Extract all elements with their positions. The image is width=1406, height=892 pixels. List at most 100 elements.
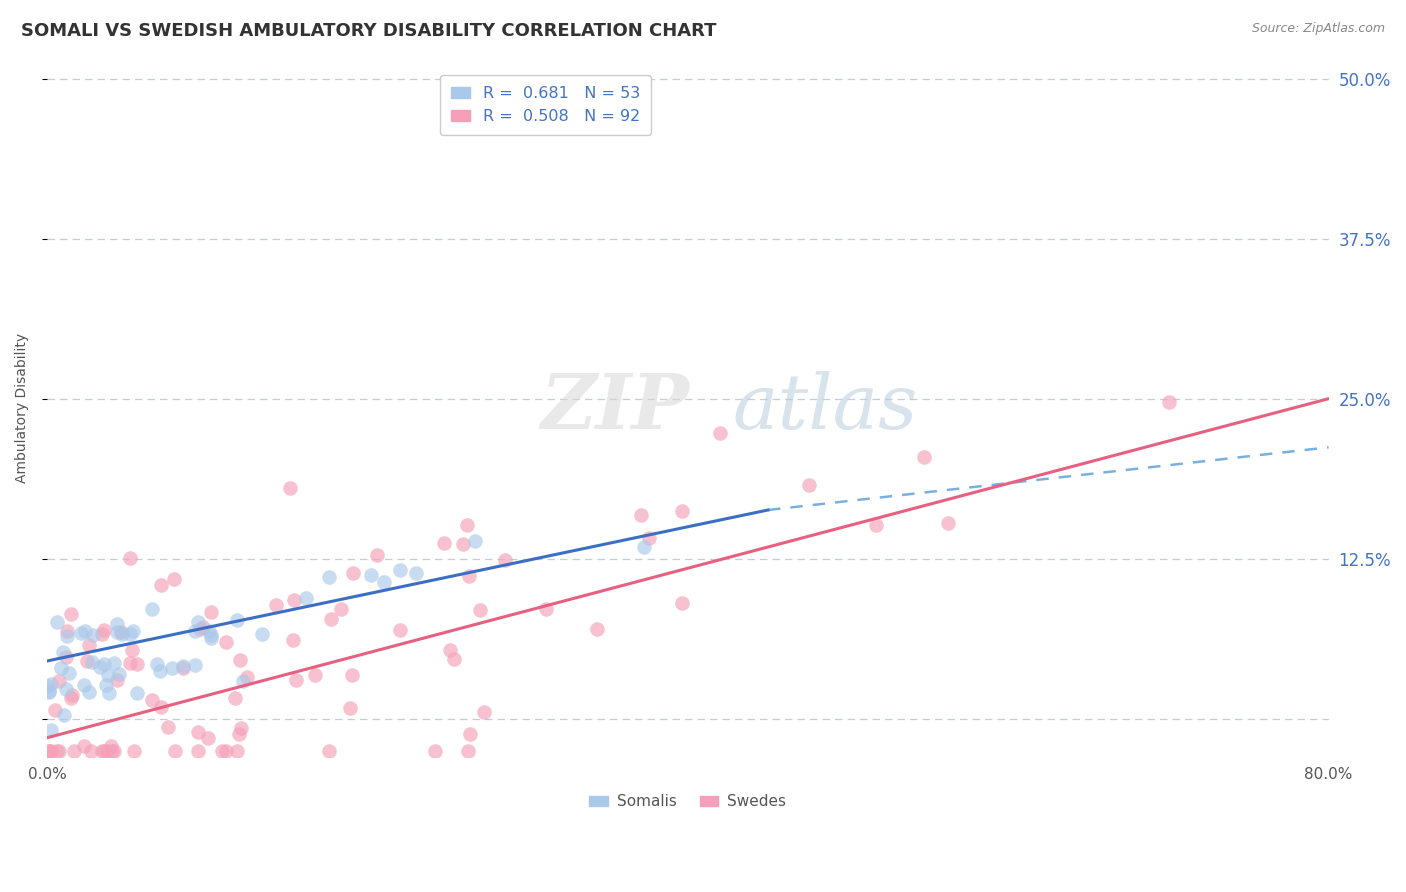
Point [149, 699, 172, 714]
Point [120, 656, 142, 670]
Text: SOMALI VS SWEDISH AMBULATORY DISABILITY CORRELATION CHART: SOMALI VS SWEDISH AMBULATORY DISABILITY … [21, 22, 717, 40]
Point [342, 566, 364, 581]
Point [141, 693, 163, 707]
Point [329, 602, 352, 616]
Point [321, 612, 343, 626]
Point [231, 673, 253, 688]
Point [184, 657, 207, 672]
Point [52, 645, 75, 659]
Legend: Somalis, Swedes: Somalis, Swedes [583, 789, 793, 815]
Point [48, 673, 70, 688]
Point [110, 627, 132, 641]
Point [388, 563, 411, 577]
Point [89, 660, 111, 674]
Point [211, 743, 233, 757]
Point [80, 656, 103, 670]
Point [60, 688, 83, 702]
Point [44, 703, 66, 717]
Point [1159, 394, 1181, 409]
Point [55, 649, 77, 664]
Point [231, 722, 253, 736]
Point [388, 624, 411, 638]
Point [433, 536, 456, 550]
Point [97, 668, 120, 682]
Point [191, 620, 214, 634]
Point [73, 739, 96, 753]
Point [536, 602, 558, 616]
Point [295, 591, 318, 605]
Point [70, 626, 93, 640]
Point [671, 504, 693, 518]
Point [121, 624, 143, 638]
Point [149, 578, 172, 592]
Point [340, 668, 363, 682]
Point [187, 724, 209, 739]
Point [184, 624, 207, 638]
Point [107, 667, 129, 681]
Point [456, 518, 478, 533]
Point [226, 613, 249, 627]
Point [121, 643, 143, 657]
Point [304, 668, 326, 682]
Point [93, 624, 115, 638]
Point [360, 567, 382, 582]
Point [39, 676, 62, 690]
Point [105, 617, 128, 632]
Point [91, 627, 114, 641]
Point [197, 731, 219, 745]
Point [172, 659, 194, 673]
Point [80, 743, 103, 757]
Point [120, 551, 142, 566]
Point [75, 624, 97, 639]
Point [451, 537, 474, 551]
Y-axis label: Ambulatory Disability: Ambulatory Disability [15, 334, 30, 483]
Point [105, 673, 128, 687]
Point [77, 638, 100, 652]
Point [39, 743, 62, 757]
Point [423, 743, 446, 757]
Point [457, 743, 479, 757]
Point [200, 605, 222, 619]
Point [46, 743, 69, 757]
Point [49, 661, 72, 675]
Point [127, 657, 149, 671]
Text: Source: ZipAtlas.com: Source: ZipAtlas.com [1251, 22, 1385, 36]
Point [38, 684, 60, 698]
Point [373, 575, 395, 590]
Point [709, 425, 731, 440]
Point [630, 508, 652, 522]
Point [100, 739, 122, 753]
Point [56, 624, 79, 639]
Point [97, 686, 120, 700]
Point [671, 597, 693, 611]
Point [141, 602, 163, 616]
Point [464, 533, 486, 548]
Point [318, 570, 340, 584]
Point [215, 635, 238, 649]
Point [633, 540, 655, 554]
Point [76, 654, 98, 668]
Point [118, 627, 141, 641]
Point [250, 627, 273, 641]
Point [48, 743, 70, 757]
Point [468, 603, 491, 617]
Point [457, 568, 479, 582]
Point [198, 624, 221, 638]
Point [214, 743, 236, 757]
Point [278, 481, 301, 495]
Point [283, 593, 305, 607]
Point [63, 743, 86, 757]
Point [127, 686, 149, 700]
Point [110, 624, 132, 639]
Point [82, 628, 104, 642]
Point [163, 743, 186, 757]
Point [458, 727, 481, 741]
Point [103, 656, 125, 670]
Point [100, 743, 122, 757]
Text: ZIP: ZIP [540, 371, 689, 445]
Point [472, 706, 495, 720]
Point [160, 660, 183, 674]
Point [156, 720, 179, 734]
Point [45, 615, 67, 629]
Point [122, 743, 145, 757]
